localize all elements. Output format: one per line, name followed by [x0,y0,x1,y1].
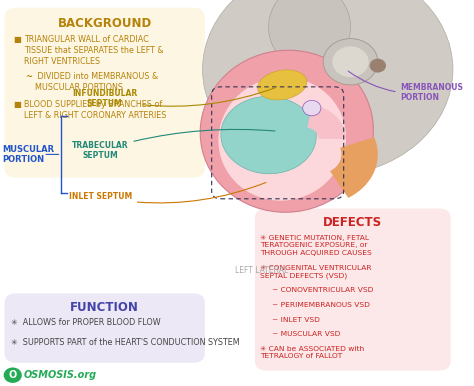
Text: FUNCTION: FUNCTION [70,301,139,314]
Text: INFUNDIBULAR
SEPTUM: INFUNDIBULAR SEPTUM [72,88,275,108]
FancyBboxPatch shape [5,8,205,178]
Circle shape [332,46,369,77]
Text: ~ CONOVENTRICULAR VSD: ~ CONOVENTRICULAR VSD [272,287,373,293]
Text: ✳  ALLOWS for PROPER BLOOD FLOW: ✳ ALLOWS for PROPER BLOOD FLOW [11,318,161,327]
Text: LEFT LATERAL: LEFT LATERAL [235,266,288,275]
Wedge shape [330,137,378,198]
FancyBboxPatch shape [5,293,205,363]
Circle shape [4,367,22,383]
FancyBboxPatch shape [255,208,451,371]
Text: MUSCULAR
PORTION: MUSCULAR PORTION [2,145,55,164]
Text: ✳  SUPPORTS PART of the HEART'S CONDUCTION SYSTEM: ✳ SUPPORTS PART of the HEART'S CONDUCTIO… [11,338,240,347]
Circle shape [323,39,378,85]
Text: INLET SEPTUM: INLET SEPTUM [69,183,266,203]
Text: BLOOD SUPPLIED by BRANCHES of
LEFT & RIGHT CORONARY ARTERIES: BLOOD SUPPLIED by BRANCHES of LEFT & RIG… [24,100,166,120]
Ellipse shape [269,0,350,69]
Ellipse shape [303,100,321,116]
Text: ~ PERIMEMBRANOUS VSD: ~ PERIMEMBRANOUS VSD [272,302,370,308]
Text: ✳ CAN be ASSOCIATED with
TETRALOGY of FALLOT: ✳ CAN be ASSOCIATED with TETRALOGY of FA… [260,346,365,359]
Text: TRABECULAR
SEPTUM: TRABECULAR SEPTUM [72,129,275,160]
Text: DEFECTS: DEFECTS [323,216,383,229]
Text: MEMBRANOUS
PORTION: MEMBRANOUS PORTION [348,71,464,102]
Text: OSMOSIS.org: OSMOSIS.org [24,370,97,380]
Text: ✳ CONGENITAL VENTRICULAR
SEPTAL DEFECTS (VSD): ✳ CONGENITAL VENTRICULAR SEPTAL DEFECTS … [260,265,372,279]
Text: ✳ GENETIC MUTATION, FETAL
TERATOGENIC EXPOSURE, or
THROUGH ACQUIRED CAUSES: ✳ GENETIC MUTATION, FETAL TERATOGENIC EX… [260,235,372,256]
Text: ~: ~ [25,72,32,81]
Text: BACKGROUND: BACKGROUND [57,17,152,30]
Text: ~ MUSCULAR VSD: ~ MUSCULAR VSD [272,331,340,337]
Ellipse shape [202,0,453,176]
Text: ■: ■ [14,35,21,44]
Ellipse shape [221,96,316,174]
Wedge shape [307,105,346,139]
Text: O: O [9,370,17,380]
Ellipse shape [219,77,346,201]
Text: DIVIDED into MEMBRANOUS &
MUSCULAR PORTIONS: DIVIDED into MEMBRANOUS & MUSCULAR PORTI… [35,72,158,92]
Text: TRIANGULAR WALL of CARDIAC
TISSUE that SEPARATES the LEFT &
RIGHT VENTRICLES: TRIANGULAR WALL of CARDIAC TISSUE that S… [24,35,164,66]
Ellipse shape [258,70,307,100]
Text: ■: ■ [14,100,21,109]
Ellipse shape [200,50,374,212]
Text: ~ INLET VSD: ~ INLET VSD [272,317,319,323]
Circle shape [370,59,386,73]
